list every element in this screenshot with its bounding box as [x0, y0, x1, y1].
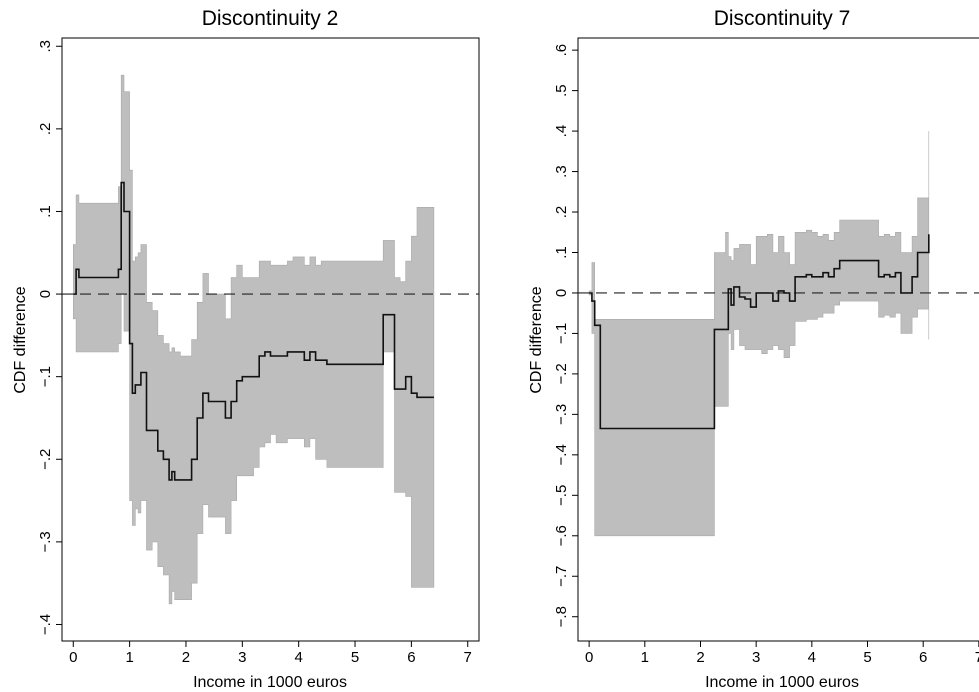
y-tick-label: −.1	[553, 323, 570, 344]
y-tick-label: .2	[37, 123, 54, 136]
y-tick-label: .1	[553, 246, 570, 259]
x-tick-label: 0	[585, 649, 593, 666]
chart-title: Discontinuity 2	[202, 7, 339, 30]
x-tick-label: 6	[919, 649, 927, 666]
x-tick-label: 1	[641, 649, 649, 666]
y-tick-label: −.2	[37, 449, 54, 470]
y-tick-label: .2	[553, 206, 570, 219]
y-tick-label: .4	[553, 125, 570, 138]
x-tick-label: 7	[464, 649, 472, 666]
y-tick-label: −.8	[553, 606, 570, 627]
y-tick-label: −.3	[553, 404, 570, 425]
x-tick-label: 7	[975, 649, 979, 666]
x-ticks: 0 1 2 3 4 5 6 7	[585, 641, 979, 666]
y-tick-label: −.5	[553, 485, 570, 506]
x-tick-label: 6	[407, 649, 415, 666]
x-axis-label: Income in 1000 euros	[193, 674, 347, 691]
confidence-band	[588, 131, 930, 537]
y-axis-label: CDF difference	[528, 286, 545, 393]
estimate-line	[73, 181, 434, 481]
y-axis-label: CDF difference	[12, 286, 29, 393]
y-tick-label: −.7	[553, 566, 570, 587]
y-tick-label: −.3	[37, 531, 54, 552]
x-tick-label: 3	[238, 649, 246, 666]
y-tick-label: .3	[553, 165, 570, 178]
y-tick-label: −.1	[37, 366, 54, 387]
plot-area-frame	[61, 37, 480, 642]
y-tick-label: .1	[37, 205, 54, 218]
chart-right: 0 1 2 3 4 5 6 7 −.8 −.7 −.6 −.5 −.4 −.3 −.2 −.1 0 .1 .2 .3…	[528, 7, 979, 691]
estimate-line	[589, 234, 930, 430]
x-ticks: 0 1 2 3 4 5 6 7	[69, 641, 472, 666]
y-tick-label: −.4	[553, 444, 570, 465]
x-tick-label: 2	[696, 649, 704, 666]
x-tick-label: 3	[752, 649, 760, 666]
y-tick-label: 0	[553, 289, 570, 297]
y-ticks: −.8 −.7 −.6 −.5 −.4 −.3 −.2 −.1 0 .1 .2 .3 .4 .5 .6	[553, 44, 578, 627]
x-axis-label: Income in 1000 euros	[705, 674, 859, 691]
y-tick-label: .6	[553, 44, 570, 57]
y-tick-label: 0	[37, 290, 54, 298]
x-tick-label: 2	[182, 649, 190, 666]
y-tick-label: −.4	[37, 614, 54, 635]
plot-area-frame	[577, 37, 979, 642]
y-tick-label: .5	[553, 84, 570, 97]
chart-title: Discontinuity 7	[714, 7, 851, 30]
x-tick-label: 4	[808, 649, 816, 666]
x-tick-label: 4	[295, 649, 303, 666]
y-tick-label: −.6	[553, 525, 570, 546]
y-tick-label: .3	[37, 40, 54, 53]
x-tick-label: 0	[69, 649, 77, 666]
x-tick-label: 5	[863, 649, 871, 666]
x-tick-label: 5	[351, 649, 359, 666]
chart-left: 0 1 2 3 4 5 6 7 −.4 −.3 −.2 −.1 0 .1 .2 .3 Discontinui…	[12, 7, 480, 691]
x-tick-label: 1	[125, 649, 133, 666]
y-ticks: −.4 −.3 −.2 −.1 0 .1 .2 .3	[37, 40, 62, 635]
confidence-band	[73, 74, 435, 605]
y-tick-label: −.2	[553, 363, 570, 384]
